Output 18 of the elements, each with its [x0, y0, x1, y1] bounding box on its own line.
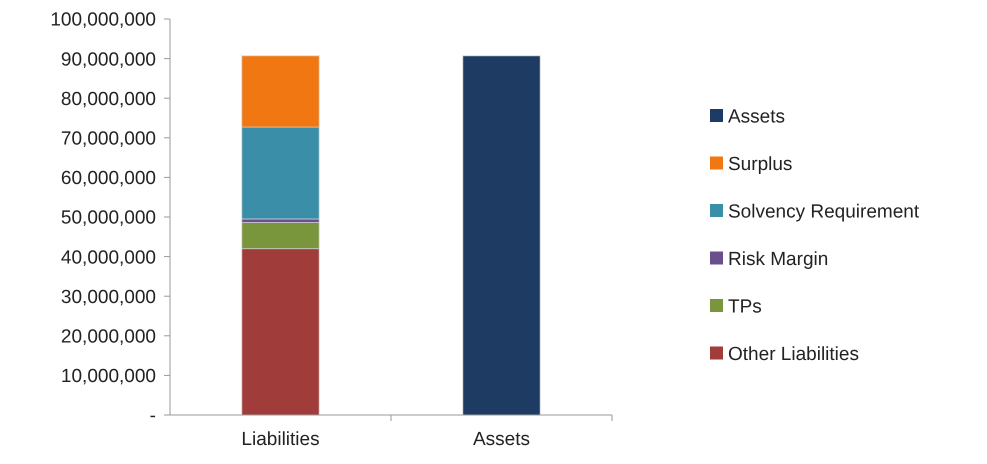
legend-label: Risk Margin [728, 249, 828, 270]
legend-label: Solvency Requirement [728, 202, 920, 223]
legend-label: TPs [728, 296, 762, 318]
y-tick-label: - [150, 406, 156, 427]
legend-label: Assets [728, 106, 786, 128]
y-tick-label: 50,000,000 [60, 208, 156, 229]
y-tick-label: 70,000,000 [60, 128, 156, 150]
x-tick-label: Liabilities [241, 429, 320, 450]
y-tick-label: 30,000,000 [60, 286, 156, 308]
y-tick-label: 40,000,000 [60, 247, 156, 268]
y-tick-label: 100,000,000 [50, 10, 156, 31]
y-tick-label: 20,000,000 [60, 326, 156, 348]
y-tick-label: 80,000,000 [60, 88, 156, 110]
legend-label: Other Liabilities [728, 344, 859, 366]
y-tick-label: 90,000,000 [60, 49, 156, 70]
y-tick-label: 10,000,000 [60, 366, 156, 388]
y-tick-label: 60,000,000 [60, 168, 156, 190]
legend-label: Surplus [728, 154, 792, 176]
